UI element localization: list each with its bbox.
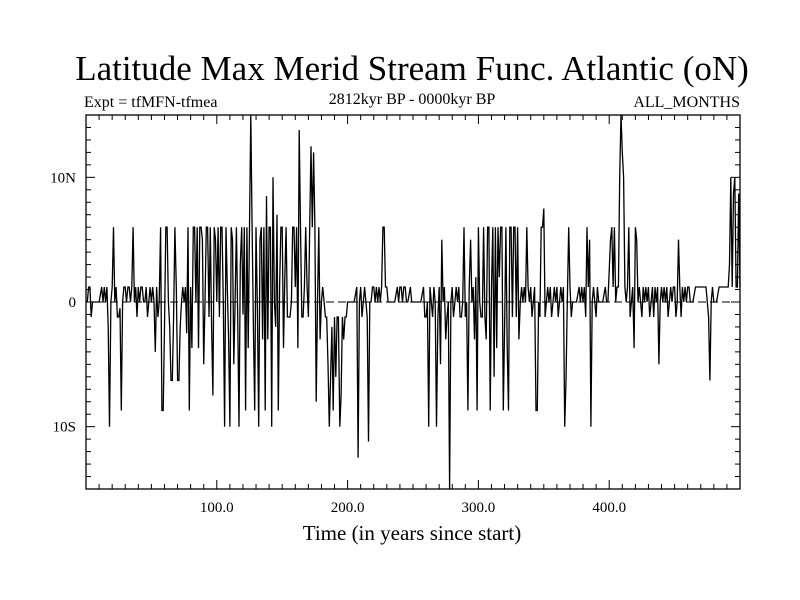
tick-labels: 100.0 200.0 300.0 400.0 10N 0 10S: [50, 170, 626, 516]
x-tick-label: 100.0: [200, 500, 234, 516]
x-tick-label: 200.0: [331, 500, 365, 516]
chart-title: Latitude Max Merid Stream Func. Atlantic…: [75, 49, 749, 88]
x-axis-label: Time (in years since start): [303, 521, 522, 545]
time-range-label: 2812kyr BP - 0000kyr BP: [329, 91, 496, 108]
y-tick-label: 10S: [53, 420, 76, 436]
x-tick-label: 300.0: [462, 500, 496, 516]
x-tick-label: 400.0: [592, 500, 626, 516]
y-tick-label: 0: [69, 295, 77, 311]
plot-frame: [85, 114, 741, 490]
y-tick-label: 10N: [50, 170, 76, 186]
data-series-line: [86, 114, 741, 490]
experiment-label: Expt = tfMFN-tfmea: [84, 94, 217, 111]
months-label: ALL_MONTHS: [633, 94, 740, 111]
